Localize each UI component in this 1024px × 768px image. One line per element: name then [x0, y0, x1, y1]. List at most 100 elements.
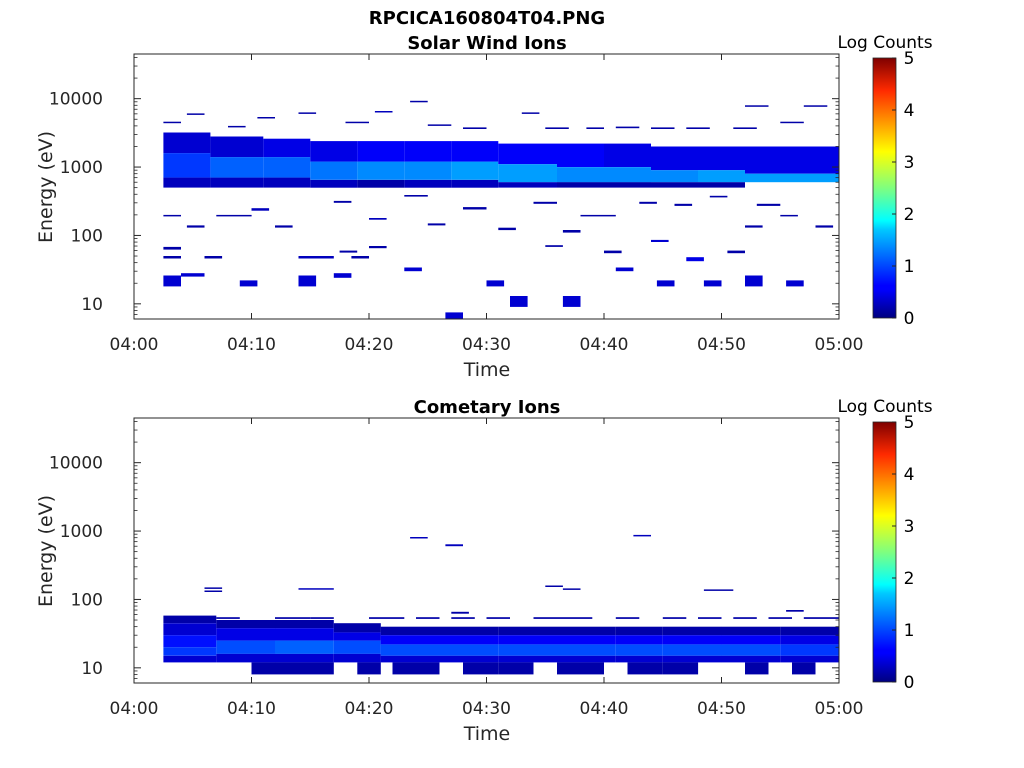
heatmap-cell: [163, 635, 217, 648]
heatmap-cell: [228, 125, 246, 128]
heatmap-cell: [216, 214, 252, 217]
heatmap-cell: [380, 655, 440, 663]
heatmap-cell: [686, 127, 710, 129]
heatmap-cell: [451, 617, 475, 619]
heatmap-cell: [186, 225, 205, 228]
heatmap-cell: [392, 662, 440, 675]
heatmap-cell: [615, 626, 663, 636]
heatmap-cell: [310, 161, 358, 180]
heatmap-cell: [369, 218, 387, 220]
colorbar-label: Log Counts: [837, 397, 932, 417]
heatmap-cell: [651, 239, 669, 242]
heatmap-cell: [486, 617, 510, 619]
heatmap-cell: [427, 124, 452, 126]
heatmap-cell: [163, 132, 211, 154]
heatmap-cell: [451, 161, 499, 180]
heatmap-cell: [498, 655, 557, 663]
heatmap-cell: [463, 662, 499, 675]
heatmap-cell: [251, 662, 275, 675]
heatmap-cell: [786, 610, 804, 612]
heatmap-cell: [163, 647, 217, 656]
heatmap-cell: [815, 225, 834, 228]
heatmap-cell: [310, 179, 358, 188]
heatmap-cell: [662, 626, 722, 636]
y-ticks: 10 100 1000 10000: [49, 57, 839, 320]
heatmap-cell: [298, 112, 317, 114]
heatmap-cell: [298, 256, 334, 259]
x-axis-label: Time: [463, 723, 511, 745]
heatmap-cell: [721, 635, 781, 645]
colorbar-tick-label: 2: [904, 569, 915, 589]
heatmap-cell: [780, 644, 839, 656]
y-tick-label: 1000: [60, 522, 103, 542]
heatmap-cell: [298, 588, 334, 590]
y-axis-label: Energy (eV): [35, 131, 57, 243]
heatmap-cell: [586, 127, 604, 129]
heatmap-cell: [445, 544, 463, 547]
heatmap-cell: [275, 620, 334, 629]
colorbar-label: Log Counts: [837, 33, 932, 53]
heatmap-cell: [780, 214, 798, 217]
x-tick-label: 04:30: [462, 699, 511, 719]
y-tick-label: 1000: [60, 158, 103, 178]
heatmap-cell: [404, 141, 452, 162]
heatmap-cell: [404, 195, 428, 197]
heatmap-cell: [662, 655, 722, 663]
colorbar-tick-label: 4: [904, 465, 915, 485]
heatmap-cell: [721, 644, 781, 656]
heatmap-cell: [404, 267, 422, 272]
heatmap-cell: [486, 280, 505, 287]
heatmap-cell: [662, 662, 699, 675]
heatmap-cell: [557, 626, 616, 636]
heatmap-cell: [615, 267, 634, 272]
heatmap-cell: [298, 275, 317, 287]
heatmap-cell: [239, 280, 258, 287]
heatmap-cell: [562, 296, 581, 307]
y-axis-label: Energy (eV): [35, 495, 57, 607]
colorbar: [872, 421, 897, 683]
cometary-panel: Cometary Ions 04:00 04:10 04:20 04:30 04:40 0…: [35, 397, 933, 745]
x-tick-label: 04:10: [227, 699, 276, 719]
heatmap-cell: [163, 153, 211, 178]
heatmap-cell: [780, 655, 839, 663]
heatmap-cell: [803, 105, 828, 107]
colorbar-tick-label: 2: [904, 205, 915, 225]
heatmap-cell: [345, 121, 369, 124]
heatmap-cell: [615, 617, 640, 619]
heatmap-cell: [533, 201, 557, 204]
heatmap-cell: [545, 585, 563, 587]
heatmap-cell: [498, 626, 557, 636]
figure-title: RPCICA160804T04.PNG: [369, 8, 605, 29]
heatmap-cell: [733, 617, 757, 619]
heatmap-cell: [662, 644, 722, 656]
heatmap-cell: [333, 200, 352, 203]
heatmap-cell: [651, 146, 698, 171]
heatmap-cell: [163, 615, 217, 624]
heatmap-cell: [351, 256, 369, 259]
heatmap-cell: [686, 257, 704, 262]
heatmap-cell: [498, 644, 557, 656]
y-tick-label: 10000: [49, 90, 103, 110]
heatmap-cell: [745, 275, 763, 287]
heatmap-cell: [333, 273, 352, 278]
heatmap-cell: [709, 195, 728, 198]
heatmap-cell: [357, 161, 405, 180]
heatmap-cell: [374, 111, 393, 113]
heatmap-cell: [727, 250, 745, 254]
heatmap-cell: [792, 173, 839, 183]
heatmap-cell: [451, 179, 499, 188]
heatmap-cell: [557, 662, 604, 675]
heatmap-cell: [498, 182, 557, 188]
heatmap-cell: [792, 146, 839, 174]
heatmap-cell: [786, 280, 804, 287]
heatmap-cell: [557, 167, 604, 183]
heatmap-cell: [498, 227, 516, 231]
heatmap-cell: [604, 250, 622, 254]
x-tick-label: 04:00: [110, 699, 159, 719]
heatmap-cell: [674, 203, 693, 206]
heatmap-cell: [204, 590, 223, 592]
heatmap-cell: [604, 167, 651, 183]
heatmap-cell: [427, 223, 446, 226]
colorbar-tick-label: 4: [904, 101, 915, 121]
heatmap-cell: [186, 113, 205, 115]
